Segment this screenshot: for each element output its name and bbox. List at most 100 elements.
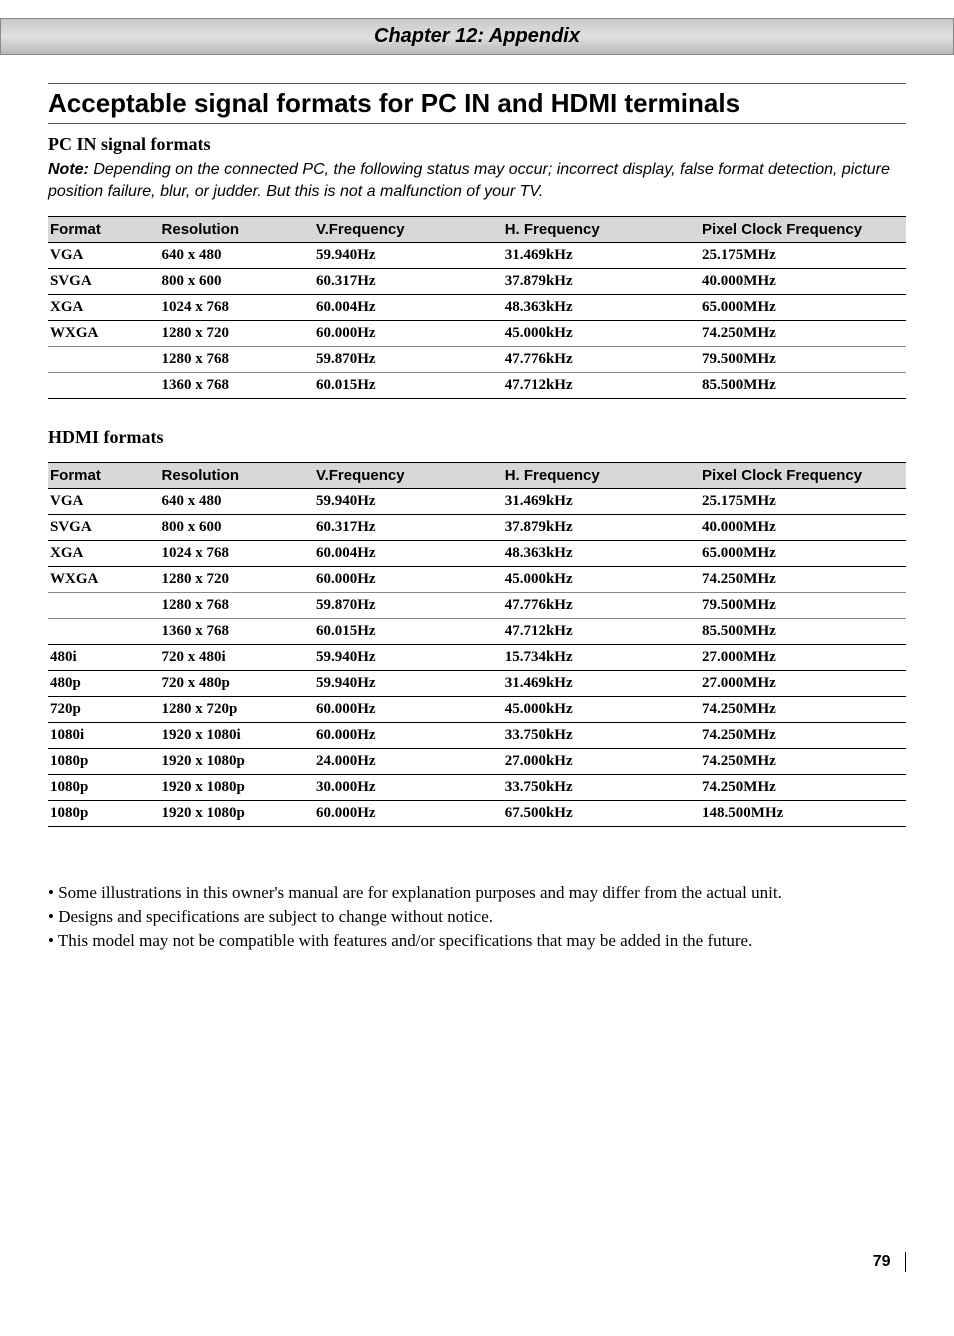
table-cell: 60.000Hz bbox=[314, 321, 503, 347]
table-cell: 60.015Hz bbox=[314, 373, 503, 399]
table-cell bbox=[48, 593, 160, 619]
footnote-line: • Some illustrations in this owner's man… bbox=[48, 882, 906, 904]
table-cell bbox=[48, 373, 160, 399]
table-cell: 47.776kHz bbox=[503, 593, 700, 619]
table-cell: WXGA bbox=[48, 321, 160, 347]
table-row: 1080p1920 x 1080p60.000Hz67.500kHz148.50… bbox=[48, 801, 906, 827]
pcin-note: Note: Depending on the connected PC, the… bbox=[48, 159, 906, 202]
table-cell: 37.879kHz bbox=[503, 515, 700, 541]
table-cell: 27.000MHz bbox=[700, 645, 906, 671]
table-cell: 1080p bbox=[48, 801, 160, 827]
table-cell: 59.940Hz bbox=[314, 243, 503, 269]
table-row: WXGA1280 x 72060.000Hz45.000kHz74.250MHz bbox=[48, 567, 906, 593]
table-cell: 74.250MHz bbox=[700, 321, 906, 347]
table-cell: 48.363kHz bbox=[503, 541, 700, 567]
table-row: XGA1024 x 76860.004Hz48.363kHz65.000MHz bbox=[48, 295, 906, 321]
table-cell: 48.363kHz bbox=[503, 295, 700, 321]
table-row: 1360 x 76860.015Hz47.712kHz85.500MHz bbox=[48, 619, 906, 645]
table-cell: 60.004Hz bbox=[314, 295, 503, 321]
pcin-table: Format Resolution V.Frequency H. Frequen… bbox=[48, 216, 906, 399]
table-cell: 1280 x 768 bbox=[160, 347, 314, 373]
th-format: Format bbox=[48, 217, 160, 243]
table-cell: XGA bbox=[48, 541, 160, 567]
table-row: 720p1280 x 720p60.000Hz45.000kHz74.250MH… bbox=[48, 697, 906, 723]
pcin-title: PC IN signal formats bbox=[48, 134, 906, 155]
table-row: SVGA800 x 60060.317Hz37.879kHz40.000MHz bbox=[48, 515, 906, 541]
table-cell: 74.250MHz bbox=[700, 567, 906, 593]
table-cell: 59.940Hz bbox=[314, 489, 503, 515]
table-cell: 85.500MHz bbox=[700, 619, 906, 645]
table-cell: 45.000kHz bbox=[503, 697, 700, 723]
table-cell: 65.000MHz bbox=[700, 295, 906, 321]
page-number: 79 bbox=[873, 1254, 891, 1271]
table-cell: 67.500kHz bbox=[503, 801, 700, 827]
table-cell: 1360 x 768 bbox=[160, 619, 314, 645]
table-cell: 720p bbox=[48, 697, 160, 723]
table-cell: 60.000Hz bbox=[314, 801, 503, 827]
table-cell: 60.317Hz bbox=[314, 269, 503, 295]
table-cell: 74.250MHz bbox=[700, 697, 906, 723]
table-cell: 60.000Hz bbox=[314, 697, 503, 723]
table-header-row: Format Resolution V.Frequency H. Frequen… bbox=[48, 463, 906, 489]
table-row: 1080p1920 x 1080p30.000Hz33.750kHz74.250… bbox=[48, 775, 906, 801]
table-cell: VGA bbox=[48, 489, 160, 515]
table-cell: 59.870Hz bbox=[314, 347, 503, 373]
table-cell: 45.000kHz bbox=[503, 321, 700, 347]
table-cell: 31.469kHz bbox=[503, 671, 700, 697]
hdmi-table: Format Resolution V.Frequency H. Frequen… bbox=[48, 462, 906, 827]
table-cell: 1920 x 1080i bbox=[160, 723, 314, 749]
table-cell bbox=[48, 347, 160, 373]
table-row: 1360 x 76860.015Hz47.712kHz85.500MHz bbox=[48, 373, 906, 399]
table-cell: 85.500MHz bbox=[700, 373, 906, 399]
footnote-line: • Designs and specifications are subject… bbox=[48, 906, 906, 928]
table-cell: 720 x 480p bbox=[160, 671, 314, 697]
table-cell: 31.469kHz bbox=[503, 243, 700, 269]
table-cell: 640 x 480 bbox=[160, 489, 314, 515]
main-title: Acceptable signal formats for PC IN and … bbox=[48, 83, 906, 124]
table-cell: 25.175MHz bbox=[700, 489, 906, 515]
table-cell: WXGA bbox=[48, 567, 160, 593]
table-row: 1280 x 76859.870Hz47.776kHz79.500MHz bbox=[48, 593, 906, 619]
table-cell: 30.000Hz bbox=[314, 775, 503, 801]
table-row: SVGA800 x 60060.317Hz37.879kHz40.000MHz bbox=[48, 269, 906, 295]
table-cell: 59.870Hz bbox=[314, 593, 503, 619]
th-resolution: Resolution bbox=[160, 463, 314, 489]
table-cell: 1280 x 720 bbox=[160, 321, 314, 347]
table-header-row: Format Resolution V.Frequency H. Frequen… bbox=[48, 217, 906, 243]
table-cell: 74.250MHz bbox=[700, 723, 906, 749]
th-hfreq: H. Frequency bbox=[503, 463, 700, 489]
table-cell: SVGA bbox=[48, 515, 160, 541]
table-row: 480i720 x 480i59.940Hz15.734kHz27.000MHz bbox=[48, 645, 906, 671]
th-vfreq: V.Frequency bbox=[314, 463, 503, 489]
table-cell: 800 x 600 bbox=[160, 269, 314, 295]
footnote-line: • This model may not be compatible with … bbox=[48, 930, 906, 952]
table-cell: 40.000MHz bbox=[700, 515, 906, 541]
table-row: 480p720 x 480p59.940Hz31.469kHz27.000MHz bbox=[48, 671, 906, 697]
table-cell: 1024 x 768 bbox=[160, 541, 314, 567]
table-cell: 45.000kHz bbox=[503, 567, 700, 593]
table-cell: 1080p bbox=[48, 749, 160, 775]
table-cell: 25.175MHz bbox=[700, 243, 906, 269]
table-cell: 480p bbox=[48, 671, 160, 697]
table-cell: 40.000MHz bbox=[700, 269, 906, 295]
page-tick bbox=[905, 1252, 906, 1272]
table-cell: 800 x 600 bbox=[160, 515, 314, 541]
table-cell: 1280 x 768 bbox=[160, 593, 314, 619]
table-cell bbox=[48, 619, 160, 645]
table-cell: 1920 x 1080p bbox=[160, 801, 314, 827]
table-row: VGA640 x 48059.940Hz31.469kHz25.175MHz bbox=[48, 243, 906, 269]
table-cell: 79.500MHz bbox=[700, 593, 906, 619]
table-cell: 1920 x 1080p bbox=[160, 775, 314, 801]
table-cell: 31.469kHz bbox=[503, 489, 700, 515]
table-cell: 60.000Hz bbox=[314, 723, 503, 749]
table-cell: 1280 x 720 bbox=[160, 567, 314, 593]
table-cell: 15.734kHz bbox=[503, 645, 700, 671]
table-cell: 74.250MHz bbox=[700, 749, 906, 775]
table-cell: 47.776kHz bbox=[503, 347, 700, 373]
table-row: 1280 x 76859.870Hz47.776kHz79.500MHz bbox=[48, 347, 906, 373]
table-cell: 60.015Hz bbox=[314, 619, 503, 645]
table-cell: VGA bbox=[48, 243, 160, 269]
footnotes: • Some illustrations in this owner's man… bbox=[48, 882, 906, 952]
table-cell: XGA bbox=[48, 295, 160, 321]
chapter-header: Chapter 12: Appendix bbox=[0, 18, 954, 55]
